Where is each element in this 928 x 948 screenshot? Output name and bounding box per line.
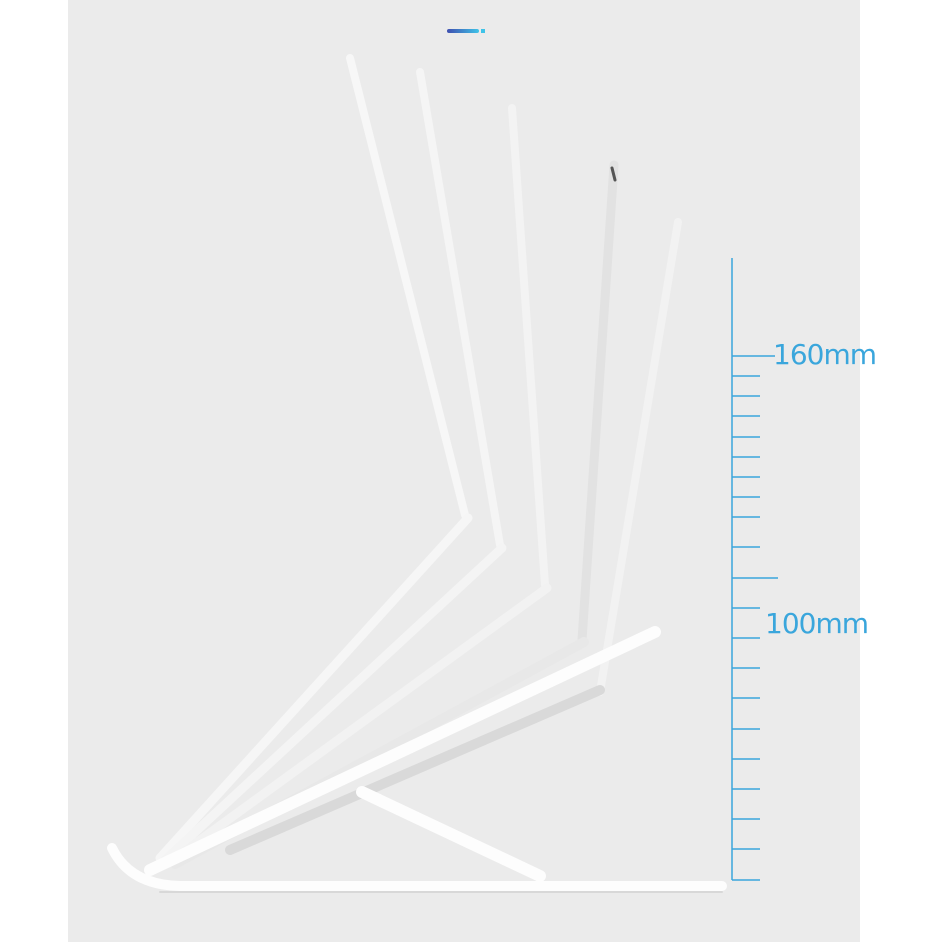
product-photo-background <box>68 0 860 942</box>
accent-dot <box>481 29 485 33</box>
ruler-label-160mm: 160mm <box>773 338 877 371</box>
height-ruler <box>731 258 778 881</box>
ruler-label-100mm: 100mm <box>765 607 869 640</box>
stand <box>107 626 727 893</box>
laptop-screens <box>346 54 682 696</box>
accent-bar <box>447 29 479 33</box>
